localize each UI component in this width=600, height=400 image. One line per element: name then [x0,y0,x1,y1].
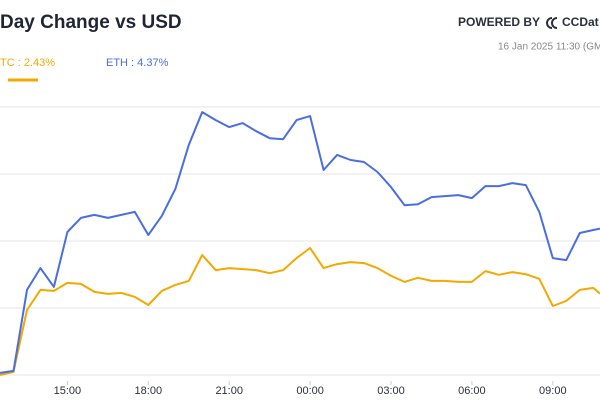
timestamp: 16 Jan 2025 11:30 (GM [498,42,600,53]
series-line [0,247,600,376]
x-tick-label: 18:00 [135,385,163,397]
series-line [0,111,600,374]
x-tick-label: 03:00 [377,385,405,397]
x-tick-label: 00:00 [296,385,324,397]
chart-title: Day Change vs USD [0,12,182,33]
x-tick-label: 06:00 [458,385,486,397]
brand-name: CCDat [562,15,599,29]
legend-entry: ETH : 4.37% [106,57,169,69]
legend-entry: TC : 2.43% [0,57,55,69]
brand-logo [546,17,558,29]
brand-label: POWERED BY [458,15,540,29]
x-tick-label: 15:00 [54,385,82,397]
x-tick-label: 21:00 [215,385,243,397]
x-tick-label: 09:00 [539,385,567,397]
